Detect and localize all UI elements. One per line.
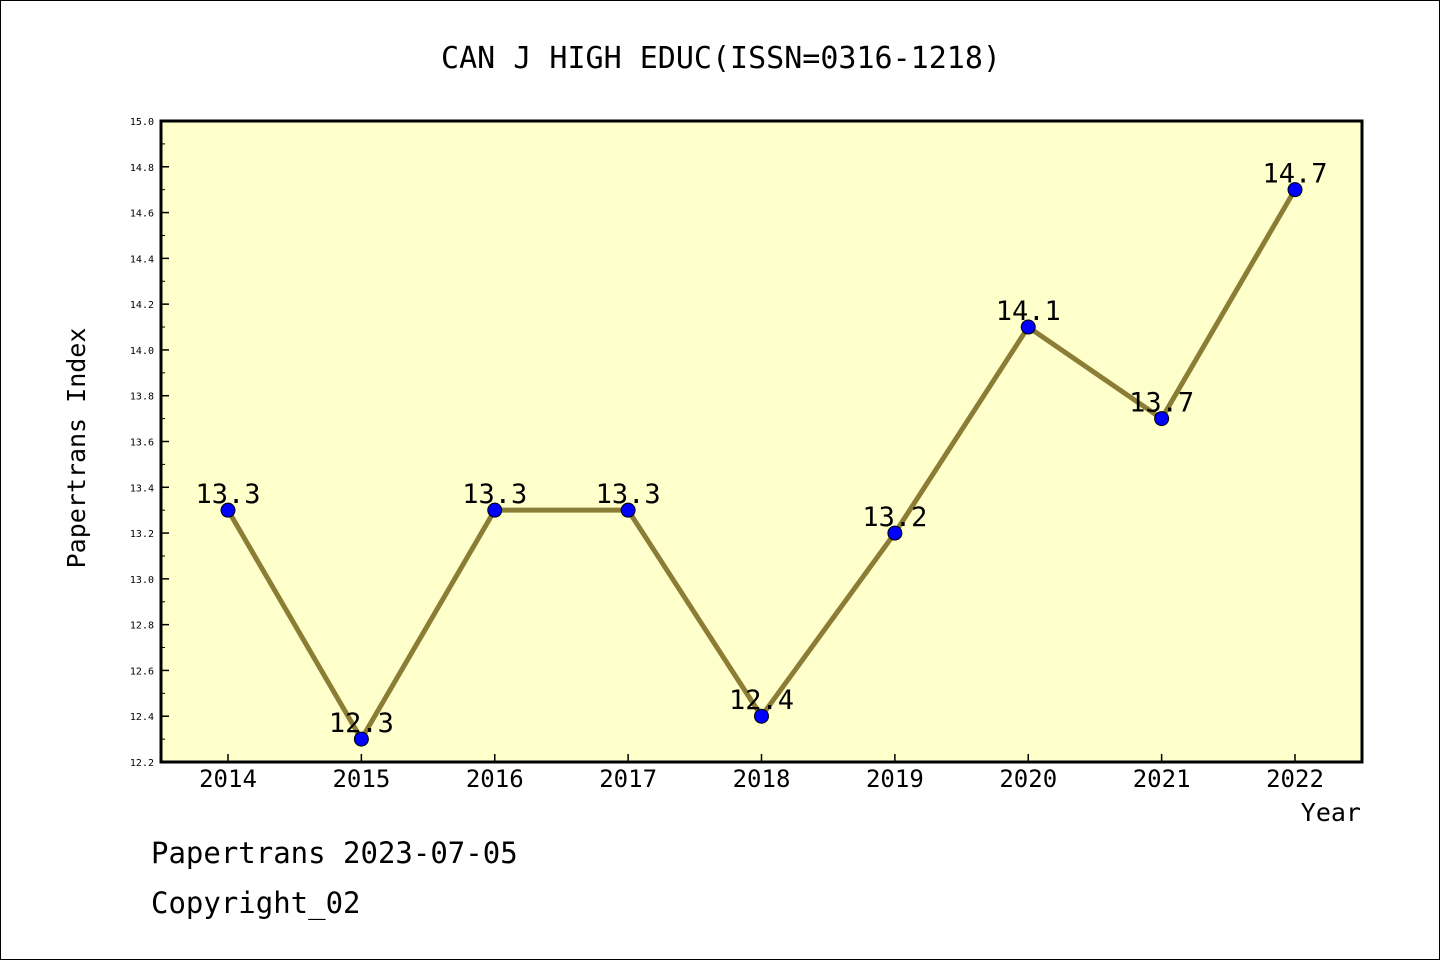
data-point [754,708,769,724]
y-tick-label: 13.6 [130,438,154,449]
x-tick-label: 2017 [599,765,657,793]
x-tick-label: 2016 [466,765,524,793]
x-tick-label: 2019 [866,765,924,793]
x-axis-label: Year [1301,798,1361,827]
y-tick-label: 12.6 [130,666,154,677]
data-label: 12.4 [729,685,794,716]
y-axis: 12.2 12.4 12.6 12.8 13.0 13.2 13.4 13.6 13.8 14.0… [130,117,169,769]
data-label: 13.2 [862,502,927,533]
y-axis-label: Papertrans Index [62,328,91,569]
data-label: 13.7 [1129,388,1194,419]
y-tick-label: 12.4 [130,712,154,723]
data-label: 12.3 [329,708,394,739]
data-point [487,502,503,518]
x-tick-label: 2022 [1266,765,1324,793]
x-tick-label: 2014 [199,765,257,793]
data-markers [220,182,1303,747]
y-tick-label: 15.0 [130,117,154,128]
plot-area [159,119,1364,764]
y-tick-label: 13.2 [130,529,154,540]
y-tick-label: 13.0 [130,575,154,586]
y-tick-label: 12.2 [130,758,154,769]
x-tick-label: 2018 [733,765,791,793]
data-point [620,502,636,518]
footer-date: Papertrans 2023-07-05 [151,836,518,870]
data-point [1287,182,1303,198]
data-point [220,502,236,518]
footer-copyright: Copyright_02 [151,886,361,920]
y-tick-label: 14.0 [130,346,154,357]
y-tick-label: 14.4 [130,254,154,265]
data-point [1020,319,1036,335]
y-tick-label: 14.6 [130,209,154,220]
y-tick-label: 14.8 [130,163,154,174]
data-point [1154,411,1170,427]
y-tick-label: 13.4 [130,483,154,494]
data-label: 13.3 [462,479,527,510]
x-axis: 2014 2015 2016 2017 2018 2019 2020 2021 2022 [199,754,1324,793]
data-label: 13.3 [596,479,661,510]
x-tick-label: 2015 [332,765,390,793]
data-label: 13.3 [195,479,260,510]
data-label: 14.1 [996,296,1061,327]
data-point [353,731,369,747]
y-tick-label: 14.2 [130,300,154,311]
data-point [887,525,903,541]
data-label: 14.7 [1262,159,1327,190]
y-tick-label: 13.8 [130,392,154,403]
x-tick-label: 2020 [999,765,1057,793]
data-labels: 13.3 12.3 13.3 13.3 12.4 13.2 14.1 13.7 14.7 [195,159,1327,739]
x-tick-label: 2021 [1133,765,1191,793]
chart-title: CAN J HIGH EDUC(ISSN=0316-1218) [441,41,1001,76]
y-tick-label: 12.8 [130,621,154,632]
